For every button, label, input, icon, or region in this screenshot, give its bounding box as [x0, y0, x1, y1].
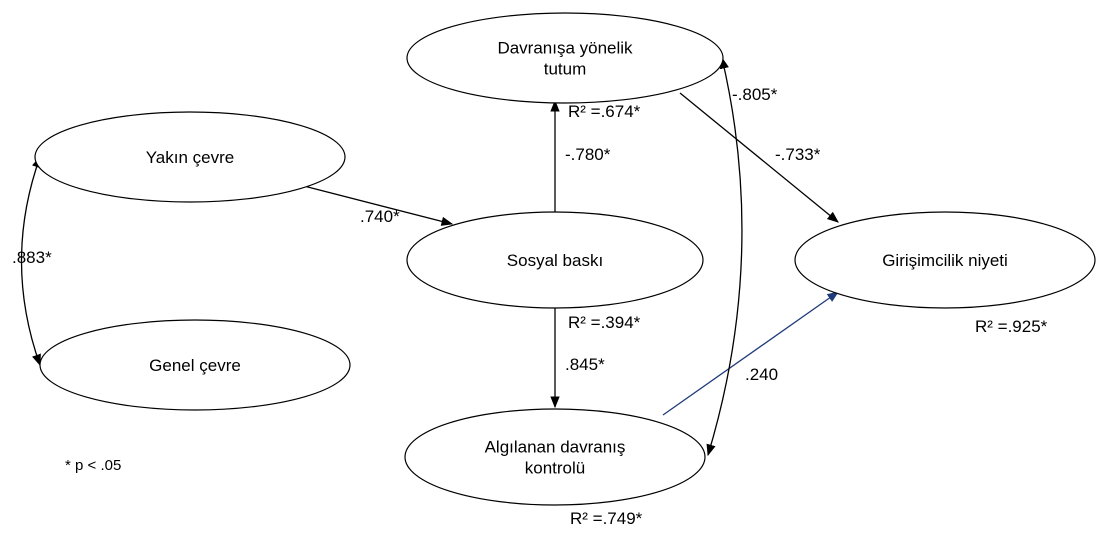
r-squared-label: R² =.749* [570, 509, 643, 528]
node-shape [794, 211, 1096, 309]
node-shape [406, 211, 704, 309]
node-label: Sosyal baskı [507, 251, 603, 270]
node-shape [404, 408, 706, 506]
edge-label: .845* [565, 355, 605, 374]
note: * p < .05 [65, 457, 121, 474]
correlation-arrow [706, 56, 743, 457]
edges [20, 56, 839, 457]
edge-label: .883* [12, 248, 52, 267]
r-squared-label: R² =.394* [568, 313, 641, 332]
arrow [662, 291, 839, 416]
node-label: Davranışa yönelik [497, 39, 633, 58]
node-label: Algılanan davranış [485, 438, 626, 457]
node-label: tutum [544, 60, 587, 79]
node-shape [34, 111, 346, 203]
edge-label: -.805* [732, 85, 778, 104]
node-label: Yakın çevre [146, 148, 235, 167]
labels: .740* -.780* .845* -.733* .240 -.805* .883* R² … [12, 85, 1048, 528]
edge-label: -.733* [775, 145, 821, 164]
arrow [679, 92, 839, 223]
edge-label: .240 [745, 365, 778, 384]
correlation-arrow [20, 155, 41, 367]
nodes: Davranışa yönelik tutum Yakın çevre Genel ç… [34, 12, 1096, 506]
node-label: kontrolü [525, 459, 585, 478]
node-label: Genel çevre [149, 356, 241, 375]
node-shape [39, 319, 351, 411]
r-squared-label: R² =.674* [568, 102, 641, 121]
edge-label: -.780* [565, 145, 611, 164]
node-shape [406, 12, 724, 104]
arrow [299, 184, 454, 226]
r-squared-label: R² =.925* [975, 317, 1048, 336]
node-label: Girişimcilik niyeti [882, 251, 1008, 270]
edge-label: .740* [360, 207, 400, 226]
